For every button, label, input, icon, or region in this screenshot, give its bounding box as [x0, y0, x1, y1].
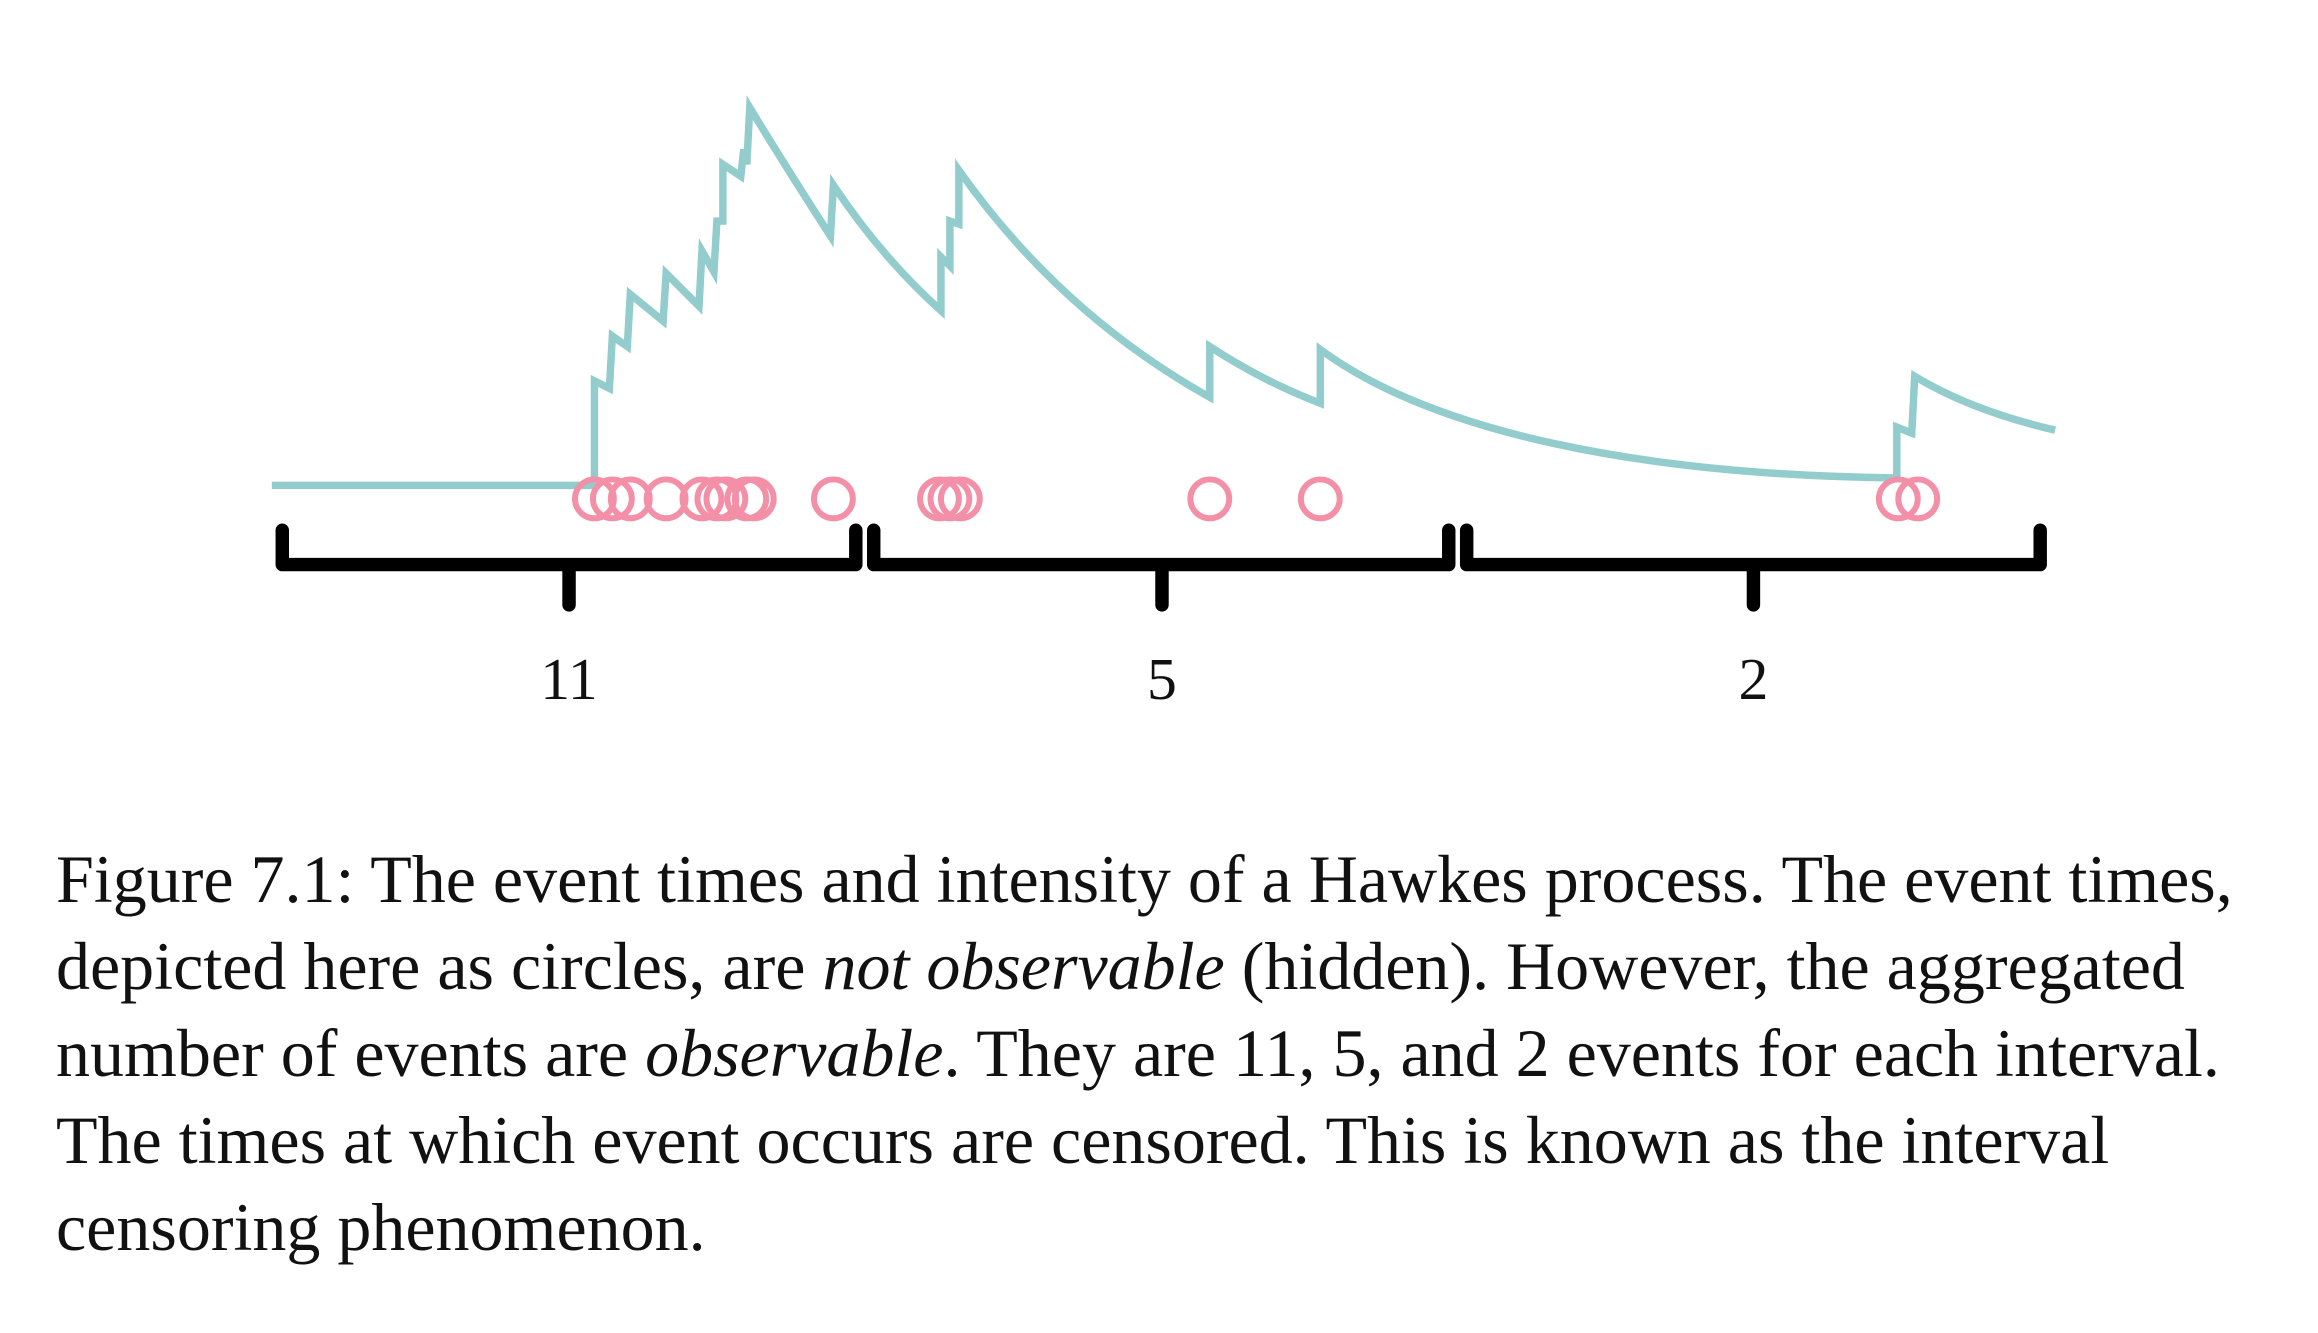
event-circles	[572, 476, 1941, 522]
interval-count: 5	[1147, 646, 1177, 712]
caption-text: (hidden). However, the aggregated number…	[56, 928, 2185, 1091]
intensity-curve	[271, 95, 2056, 490]
event	[937, 476, 983, 522]
event	[1895, 476, 1941, 522]
bracket	[1459, 523, 2047, 612]
caption-text: Figure 7.1: The event times and intensit…	[56, 841, 2233, 1004]
event	[1875, 476, 1921, 522]
bracket	[867, 523, 1456, 612]
event	[589, 476, 635, 522]
caption-text: . They are 11, 5, and 2 events for each …	[56, 1015, 2220, 1265]
interval-count: 11	[540, 646, 598, 712]
event	[679, 476, 725, 522]
event	[1297, 476, 1343, 522]
interval-count: 2	[1738, 646, 1768, 712]
event	[703, 476, 749, 522]
event	[731, 476, 777, 522]
event	[1187, 476, 1233, 522]
caption: Figure 7.1: The event times and intensit…	[56, 836, 2296, 1271]
event	[811, 476, 856, 522]
bracket	[275, 523, 863, 612]
interval-brackets	[275, 523, 2047, 612]
caption-emphasis: observable	[645, 1015, 944, 1091]
caption-emphasis: not observable	[822, 928, 1225, 1004]
